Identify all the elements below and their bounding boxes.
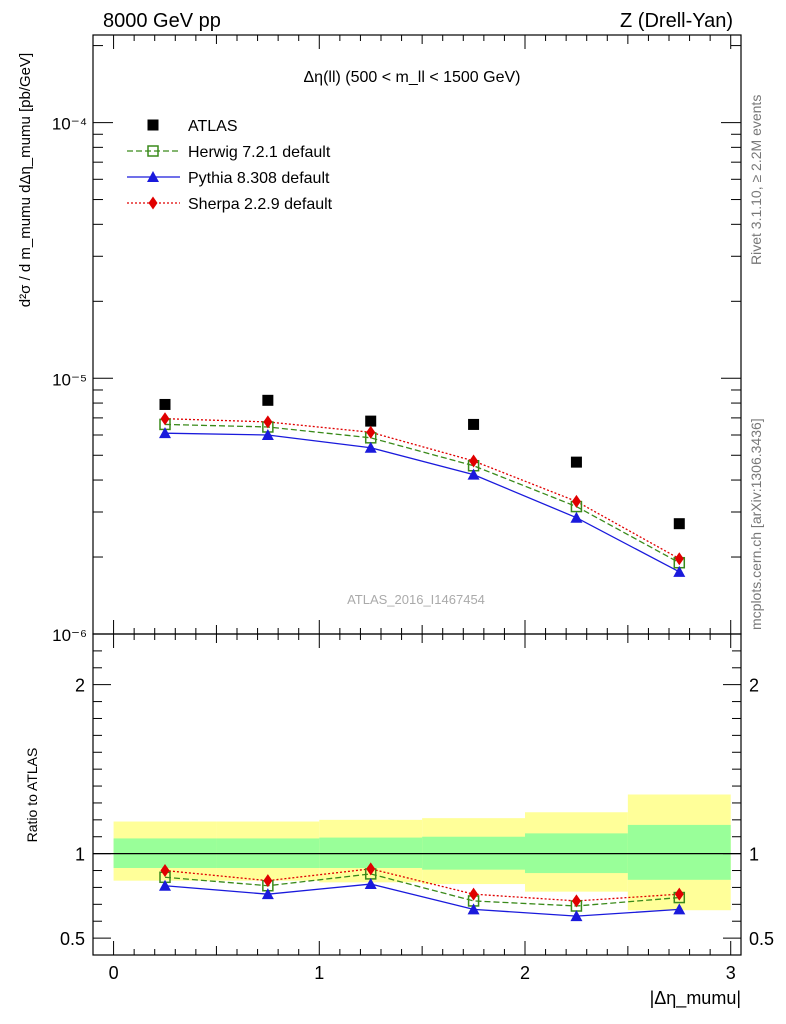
legend-herwig-marker [147, 145, 159, 157]
mcplots-reference-label: mcplots.cern.ch [arXiv:1306.3436] [748, 418, 764, 630]
legend-atlas-marker [147, 119, 159, 131]
sherpa-ratio-point [263, 874, 273, 888]
pythia-ratio-point [159, 879, 171, 891]
ratio-tick-label-left: 1 [75, 845, 85, 865]
sherpa-ratio-point [571, 894, 581, 908]
ratio-tick-label-right: 1 [749, 845, 759, 865]
pythia-point [261, 429, 274, 441]
y-tick-label: 10⁻⁶ [52, 626, 87, 645]
sherpa-point [674, 552, 684, 566]
atlas-point [262, 394, 274, 406]
pythia-point [159, 427, 171, 439]
pythia-point [467, 468, 480, 480]
ratio-tick-label-left: 2 [75, 676, 85, 696]
pythia-ratio-point [673, 903, 686, 915]
pythia-point [570, 511, 583, 523]
x-tick-label: 1 [314, 963, 324, 983]
y-tick-label: 10⁻⁵ [52, 370, 87, 389]
atlas-point [468, 418, 480, 430]
legend-pythia-marker [147, 171, 159, 182]
sherpa-ratio-point [160, 864, 170, 878]
sherpa-point [160, 412, 170, 426]
main-panel: 10⁻⁶ 10⁻⁵ 10⁻⁴ Δη(ll) (500 < m_ll < 1500 G… [52, 34, 742, 645]
ratio-y-axis-label: Ratio to ATLAS [24, 748, 40, 843]
x-tick-label: 3 [726, 963, 736, 983]
ratio-panel: 0 1 2 3 0.5 0.5 1 1 2 2 [60, 633, 774, 983]
sherpa-point [469, 454, 479, 468]
header-left-label: 8000 GeV pp [103, 10, 221, 32]
sherpa-point [366, 425, 376, 439]
y-tick-label: 10⁻⁴ [52, 115, 87, 134]
atlas-point [570, 456, 582, 468]
watermark-label: ATLAS_2016_I1467454 [347, 592, 485, 607]
pythia-ratio-point [364, 878, 377, 890]
ratio-tick-label-right: 2 [749, 676, 759, 696]
pythia-point [364, 441, 377, 453]
atlas-point [159, 398, 171, 410]
legend-atlas-label: ATLAS [188, 118, 238, 135]
x-tick-label: 0 [109, 963, 119, 983]
legend-herwig-label: Herwig 7.2.1 default [188, 144, 331, 161]
plot-title: Δη(ll) (500 < m_ll < 1500 GeV) [303, 69, 520, 86]
x-axis-label: |Δη_mumu| [650, 988, 741, 1009]
pythia-ratio-point [261, 888, 274, 900]
legend-sherpa-marker [148, 196, 158, 210]
y-axis-label: d²σ / d m_mumu dΔη_mumu [pb/GeV] [17, 53, 34, 307]
ratio-frame [92, 633, 742, 956]
sherpa-ratio-line [164, 868, 680, 902]
sherpa-ratio-point [366, 862, 376, 876]
sherpa-ratio-point [674, 887, 684, 901]
sherpa-point [571, 494, 581, 508]
sherpa-ratio-point [469, 887, 479, 901]
atlas-point [365, 415, 377, 427]
pythia-ratio-point [467, 903, 480, 915]
herwig-ratio-line [164, 873, 680, 907]
band-stat-bin-5 [627, 824, 731, 880]
ratio-tick-label-left: 0.5 [60, 929, 85, 949]
sherpa-point [263, 415, 273, 429]
sherpa-line [164, 418, 680, 560]
rivet-version-label: Rivet 3.1.10, ≥ 2.2M events [748, 95, 764, 265]
atlas-point [673, 518, 685, 530]
ratio-tick-label-right: 0.5 [749, 929, 774, 949]
pythia-line [164, 432, 680, 573]
legend: ATLAS Herwig 7.2.1 default Pythia 8.308 de… [127, 118, 333, 213]
x-tick-label: 2 [520, 963, 530, 983]
pythia-point [673, 565, 686, 577]
pythia-ratio-line [164, 883, 680, 917]
legend-pythia-label: Pythia 8.308 default [188, 170, 330, 187]
header-right-label: Z (Drell-Yan) [620, 10, 733, 32]
legend-sherpa-label: Sherpa 2.2.9 default [188, 196, 333, 213]
herwig-line [164, 423, 680, 564]
pythia-ratio-point [570, 910, 583, 922]
